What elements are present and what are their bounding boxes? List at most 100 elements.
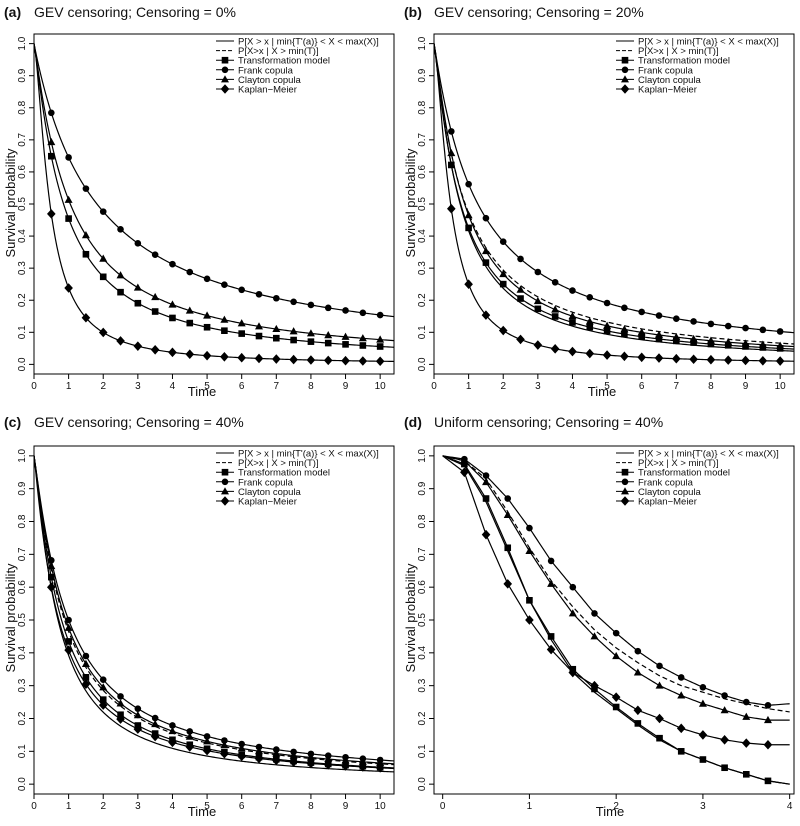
point-frank-copula bbox=[48, 109, 55, 117]
y-tick-label: 0.9 bbox=[417, 68, 428, 82]
point-kaplan-meier bbox=[516, 334, 525, 345]
point-kaplan-meier bbox=[550, 344, 560, 354]
series-line-clayton-copula bbox=[442, 455, 790, 721]
point-clayton-copula bbox=[742, 712, 751, 720]
point-clayton-copula bbox=[464, 210, 473, 219]
point-transformation-model bbox=[307, 338, 315, 345]
point-clayton-copula bbox=[633, 668, 642, 676]
panel-title: GEV censoring; Censoring = 20% bbox=[434, 4, 644, 20]
point-kaplan-meier bbox=[202, 745, 212, 756]
point-transformation-model bbox=[99, 696, 107, 703]
point-kaplan-meier bbox=[585, 348, 595, 359]
point-frank-copula bbox=[134, 240, 142, 247]
point-transformation-model bbox=[603, 327, 611, 335]
point-clayton-copula bbox=[341, 332, 350, 340]
x-tick-label: 9 bbox=[743, 381, 749, 392]
point-transformation-model bbox=[569, 319, 576, 326]
x-tick-label: 3 bbox=[135, 381, 141, 392]
point-transformation-model bbox=[82, 673, 90, 681]
point-clayton-copula bbox=[220, 740, 229, 749]
point-kaplan-meier bbox=[758, 355, 768, 366]
series-line-transformation-model bbox=[434, 43, 794, 350]
point-transformation-model bbox=[504, 544, 512, 552]
x-tick-label: 7 bbox=[274, 381, 280, 392]
point-kaplan-meier bbox=[323, 759, 333, 770]
point-clayton-copula bbox=[306, 329, 315, 337]
point-clayton-copula bbox=[99, 254, 108, 262]
point-clayton-copula bbox=[133, 711, 142, 719]
y-tick-label: 0.6 bbox=[17, 580, 28, 594]
point-transformation-model bbox=[99, 273, 107, 281]
legend-label: Frank copula bbox=[238, 65, 294, 76]
y-tick-label: 0.3 bbox=[17, 678, 28, 692]
point-kaplan-meier bbox=[763, 739, 773, 750]
panel-label: (b) bbox=[404, 4, 422, 20]
panel-label: (a) bbox=[4, 4, 21, 20]
series-line-transformation-model bbox=[34, 455, 394, 769]
legend-marker-clayton-copula bbox=[221, 487, 229, 495]
legend-label: P[X > x | min{T'(a)} < X < max(X)] bbox=[638, 37, 779, 48]
legend-label: P[X > x | min{T'(a)} < X < max(X)] bbox=[638, 449, 779, 460]
point-clayton-copula bbox=[272, 749, 281, 757]
series-line-clayton-copula bbox=[34, 43, 394, 342]
point-kaplan-meier bbox=[676, 723, 686, 734]
point-kaplan-meier bbox=[546, 644, 556, 655]
point-frank-copula bbox=[776, 328, 784, 335]
point-kaplan-meier bbox=[116, 336, 125, 346]
point-kaplan-meier bbox=[64, 283, 73, 293]
point-kaplan-meier bbox=[81, 312, 91, 323]
point-transformation-model bbox=[742, 771, 750, 778]
point-transformation-model bbox=[638, 333, 645, 341]
point-transformation-model bbox=[117, 288, 124, 296]
x-tick-label: 9 bbox=[343, 801, 349, 812]
point-kaplan-meier bbox=[775, 356, 785, 366]
point-kaplan-meier bbox=[741, 355, 750, 366]
legend-marker-frank-copula bbox=[621, 478, 629, 486]
point-kaplan-meier bbox=[568, 346, 577, 357]
point-frank-copula bbox=[742, 324, 749, 332]
x-tick-label: 5 bbox=[204, 381, 210, 392]
point-kaplan-meier bbox=[185, 349, 195, 360]
point-frank-copula bbox=[134, 705, 142, 712]
point-frank-copula bbox=[221, 737, 228, 744]
x-tick-label: 7 bbox=[674, 381, 680, 392]
point-transformation-model bbox=[465, 224, 472, 232]
y-axis-label: Survival probability bbox=[3, 563, 18, 673]
point-transformation-model bbox=[690, 339, 697, 346]
point-clayton-copula bbox=[306, 753, 315, 761]
point-transformation-model bbox=[526, 597, 533, 604]
point-kaplan-meier bbox=[220, 351, 229, 362]
y-tick-label: 0.8 bbox=[17, 514, 28, 528]
x-tick-label: 2 bbox=[100, 801, 106, 812]
point-kaplan-meier bbox=[81, 679, 91, 689]
point-transformation-model bbox=[376, 343, 384, 350]
point-transformation-model bbox=[290, 336, 297, 344]
point-kaplan-meier bbox=[741, 738, 751, 748]
point-clayton-copula bbox=[99, 683, 108, 691]
point-kaplan-meier bbox=[341, 761, 350, 771]
point-transformation-model bbox=[203, 323, 211, 331]
series-line-clayton-copula bbox=[434, 43, 794, 348]
point-clayton-copula bbox=[185, 306, 194, 314]
y-tick-label: 0.6 bbox=[417, 580, 428, 594]
legend-label: Kaplan−Meier bbox=[238, 85, 297, 96]
point-kaplan-meier bbox=[723, 355, 733, 365]
y-tick-label: 0.8 bbox=[417, 100, 428, 114]
x-tick-label: 5 bbox=[204, 801, 210, 812]
point-transformation-model bbox=[656, 734, 663, 742]
point-kaplan-meier bbox=[133, 724, 143, 734]
point-clayton-copula bbox=[525, 546, 534, 555]
point-kaplan-meier bbox=[341, 355, 350, 366]
point-frank-copula bbox=[586, 294, 594, 301]
point-clayton-copula bbox=[168, 726, 177, 735]
point-transformation-model bbox=[699, 756, 707, 763]
x-tick-label: 4 bbox=[570, 381, 576, 392]
panel-label: (c) bbox=[4, 414, 21, 430]
point-frank-copula bbox=[690, 318, 697, 325]
point-kaplan-meier bbox=[375, 763, 385, 773]
panel-d: (d) Uniform censoring; Censoring = 40% T… bbox=[403, 414, 795, 819]
x-tick-label: 6 bbox=[239, 381, 245, 392]
point-frank-copula bbox=[151, 251, 159, 259]
